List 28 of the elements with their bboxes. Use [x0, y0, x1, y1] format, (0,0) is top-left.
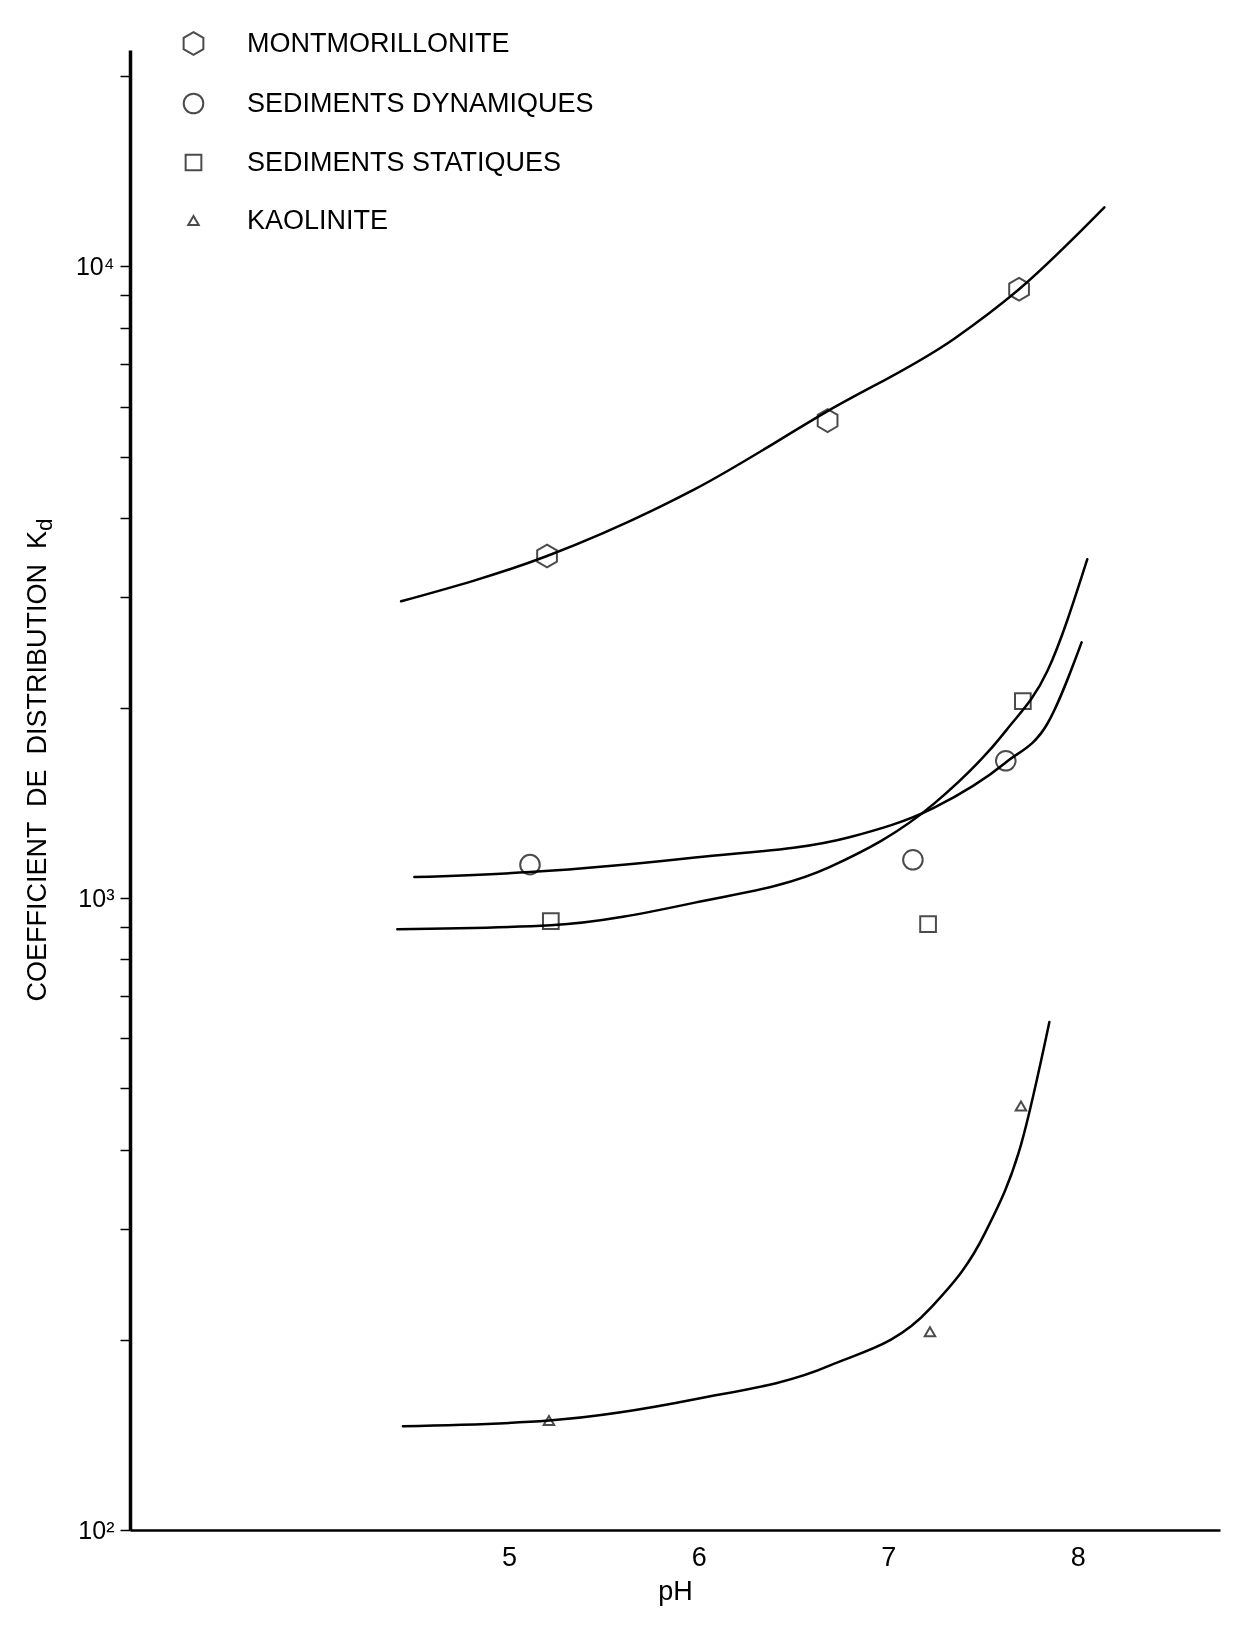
point	[519, 853, 541, 876]
line-series	[401, 1020, 1051, 1428]
legend-label: SEDIMENTS STATIQUES	[247, 146, 562, 177]
point	[995, 749, 1017, 772]
line-series	[399, 206, 1106, 603]
legend-label: SEDIMENTS DYNAMIQUES	[247, 87, 594, 118]
x-tick-label: 5	[502, 1541, 518, 1572]
point	[1008, 276, 1030, 302]
point	[919, 915, 937, 933]
point	[1014, 692, 1032, 711]
legend-label: KAOLINITE	[247, 204, 389, 235]
point	[541, 912, 560, 930]
point	[542, 1415, 556, 1427]
point	[536, 543, 558, 569]
x-tick-label: 8	[1070, 1541, 1086, 1572]
x-axis-title: pH	[658, 1575, 693, 1606]
point	[923, 1326, 937, 1338]
line-series	[396, 557, 1089, 931]
point	[902, 849, 924, 871]
point	[1014, 1100, 1028, 1112]
line-series	[413, 641, 1083, 879]
legend-label: MONTMORILLONITE	[247, 27, 510, 58]
y-tick-label: 10⁴	[75, 251, 115, 280]
point	[816, 408, 839, 433]
y-tick-label: 10²	[78, 1515, 115, 1544]
x-tick-label: 7	[881, 1541, 897, 1572]
x-tick-label: 6	[691, 1541, 707, 1572]
y-tick-label: 10³	[78, 883, 115, 912]
